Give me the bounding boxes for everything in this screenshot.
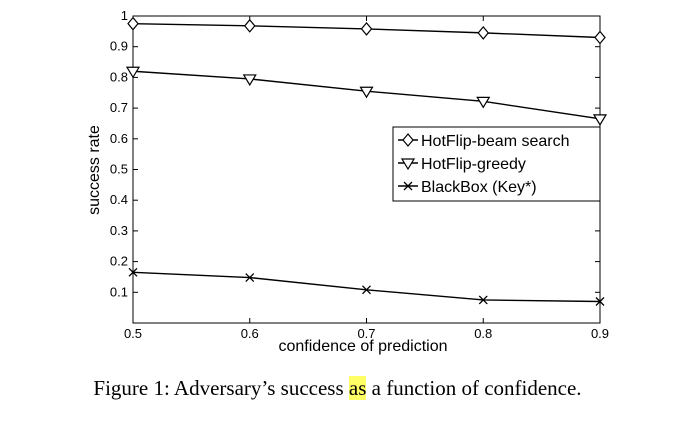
caption-text-start: Figure 1: Adversary’s success	[93, 376, 349, 400]
data-point-x	[478, 295, 488, 305]
series-diamond	[127, 16, 606, 45]
legend-entries: HotFlip-beam search HotFlip-greedy BlackBo…	[398, 133, 570, 196]
y-tick-label: 0.2	[110, 254, 128, 269]
data-point-triangle-down	[242, 74, 257, 87]
series-line	[132, 271, 601, 303]
legend-marker-triangle-down	[400, 158, 416, 171]
data-point-diamond	[127, 16, 139, 31]
caption-text-end: a function of confidence.	[366, 376, 582, 400]
legend-box	[392, 126, 601, 202]
y-tick-label: 0.3	[110, 223, 128, 238]
x-tick-label: 0.9	[591, 326, 609, 341]
legend-label: BlackBox (Key*)	[421, 179, 537, 196]
y-tick-label: 0.5	[110, 162, 128, 177]
caption-highlight: as	[348, 376, 367, 400]
data-point-diamond	[243, 18, 256, 33]
data-point-x	[245, 273, 255, 283]
axis-ticks: 0.1 0.2 0.3 0.4 0.5 0.6 0.7 0.8 0.9 1 0.5 0.6 0.7 0.8…	[110, 8, 609, 341]
legend-marker-x	[403, 181, 413, 191]
x-tick-label: 0.8	[474, 326, 492, 341]
x-axis-label: confidence of prediction	[279, 338, 448, 355]
legend-label: HotFlip-greedy	[421, 156, 526, 173]
y-tick-label: 0.1	[110, 284, 128, 299]
series-triangle-down	[125, 66, 608, 127]
legend-entry: HotFlip-beam search	[398, 133, 570, 150]
y-tick-label: 1	[121, 8, 128, 23]
series-x	[128, 267, 605, 306]
x-tick-label: 0.5	[124, 326, 142, 341]
data-point-triangle-down	[476, 96, 491, 109]
legend-label: HotFlip-beam search	[421, 133, 570, 150]
data-point-diamond	[594, 30, 606, 45]
data-point-diamond	[477, 25, 490, 40]
y-tick-label: 0.7	[110, 100, 128, 115]
x-tick-label: 0.6	[241, 326, 259, 341]
data-point-diamond	[360, 21, 373, 36]
legend: HotFlip-beam search HotFlip-greedy BlackBo…	[392, 126, 601, 202]
data-point-triangle-down	[592, 114, 608, 127]
data-point-x	[128, 267, 138, 277]
data-point-x	[595, 297, 605, 306]
data-point-triangle-down	[125, 66, 141, 79]
y-tick-label: 0.6	[110, 131, 128, 146]
data-point-triangle-down	[359, 86, 374, 99]
y-tick-label: 0.9	[110, 39, 128, 54]
y-axis-label: success rate	[86, 125, 103, 215]
figure-caption: Figure 1: Adversary’s success as a funct…	[0, 376, 675, 401]
data-series	[125, 16, 608, 306]
x-tick-label: 0.7	[357, 326, 375, 341]
legend-entry: BlackBox (Key*)	[398, 179, 537, 196]
data-point-x	[362, 285, 371, 295]
legend-marker-diamond	[402, 133, 414, 147]
legend-entry: HotFlip-greedy	[398, 156, 526, 173]
y-tick-label: 0.4	[110, 192, 128, 207]
y-tick-label: 0.8	[110, 69, 128, 84]
